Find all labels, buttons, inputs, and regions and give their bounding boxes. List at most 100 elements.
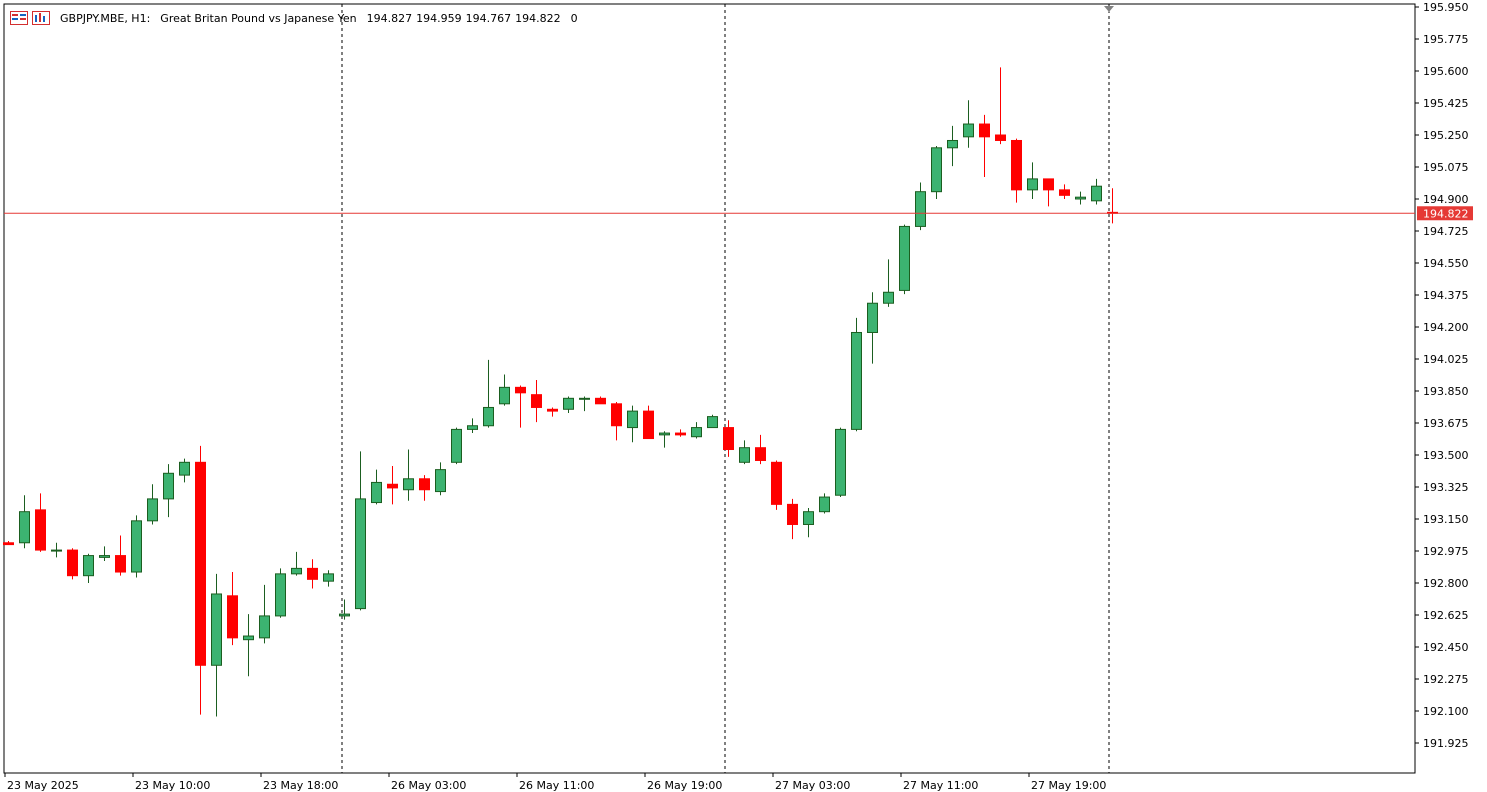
candle-body[interactable]	[147, 498, 158, 522]
candle-body[interactable]	[499, 386, 510, 405]
candle-body[interactable]	[755, 447, 766, 461]
candle-body[interactable]	[675, 432, 686, 436]
candle-body[interactable]	[211, 593, 222, 666]
price-tick-label: 192.975	[1423, 545, 1469, 558]
plot-area-frame	[3, 3, 1416, 774]
candles-group	[3, 67, 1118, 717]
candle-body[interactable]	[195, 461, 206, 666]
candle-body[interactable]	[179, 461, 190, 476]
candle-body[interactable]	[819, 496, 830, 513]
price-tick-label: 195.775	[1423, 33, 1469, 46]
candle-body[interactable]	[835, 428, 846, 496]
price-tick-label: 194.900	[1423, 193, 1469, 206]
candle-body[interactable]	[771, 461, 782, 505]
time-tick-label: 26 May 03:00	[391, 779, 466, 792]
chart-header: GBPJPY.MBE, H1: Great Britan Pound vs Ja…	[10, 6, 578, 30]
candle-body[interactable]	[547, 408, 558, 412]
candle-body[interactable]	[723, 427, 734, 451]
candle-body[interactable]	[83, 555, 94, 577]
candle-body[interactable]	[323, 573, 334, 582]
candle-body[interactable]	[979, 123, 990, 138]
candle-body[interactable]	[51, 549, 62, 552]
candle-body[interactable]	[67, 549, 78, 577]
price-tick-label: 193.675	[1423, 417, 1469, 430]
candle-body[interactable]	[1027, 178, 1038, 191]
candle-body[interactable]	[1011, 139, 1022, 191]
candle-body[interactable]	[19, 511, 30, 544]
price-tick-label: 192.450	[1423, 641, 1469, 654]
candle-body[interactable]	[371, 481, 382, 504]
candle-body[interactable]	[1059, 189, 1070, 196]
candle-body[interactable]	[419, 478, 430, 491]
candle-body[interactable]	[531, 394, 542, 408]
candle-body[interactable]	[1043, 178, 1054, 191]
candle-body[interactable]	[931, 147, 942, 193]
period-separators	[341, 4, 1110, 773]
candle-body[interactable]	[643, 410, 654, 440]
candle-body[interactable]	[259, 615, 270, 639]
price-tick-label: 193.850	[1423, 385, 1469, 398]
candle-body[interactable]	[595, 397, 606, 405]
price-axis[interactable]: 195.950 195.775 195.600 195.425 195.250 195.0…	[1415, 1, 1473, 750]
time-axis[interactable]: 23 May 2025 23 May 10:00 23 May 18:00 26 Ma…	[4, 773, 1106, 792]
price-tick-label: 194.550	[1423, 257, 1469, 270]
candle-body[interactable]	[131, 520, 142, 573]
candle-body[interactable]	[659, 432, 670, 436]
candle-body[interactable]	[851, 331, 862, 430]
candle-body[interactable]	[995, 134, 1006, 141]
candle-body[interactable]	[579, 397, 590, 400]
price-tick-label: 194.725	[1423, 225, 1469, 238]
candle-body[interactable]	[707, 416, 718, 429]
candle-body[interactable]	[35, 509, 46, 551]
chart-shift-marker-icon[interactable]	[1104, 6, 1114, 12]
candle-body[interactable]	[355, 498, 366, 610]
time-tick-label: 23 May 2025	[7, 779, 79, 792]
candle-body[interactable]	[915, 191, 926, 227]
candle-body[interactable]	[787, 503, 798, 525]
candle-body[interactable]	[611, 403, 622, 427]
price-tick-label: 192.625	[1423, 609, 1469, 622]
candle-body[interactable]	[739, 447, 750, 463]
candle-body[interactable]	[243, 635, 254, 641]
candle-body[interactable]	[227, 595, 238, 639]
candle-body[interactable]	[627, 410, 638, 429]
candle-body[interactable]	[963, 123, 974, 138]
candle-body[interactable]	[275, 573, 286, 617]
current-price-badge	[1417, 206, 1473, 221]
candle-body[interactable]	[867, 302, 878, 333]
candle-body[interactable]	[451, 428, 462, 463]
price-tick-label: 193.150	[1423, 513, 1469, 526]
candle-body[interactable]	[403, 478, 414, 491]
candle-body[interactable]	[467, 425, 478, 430]
chart-type-bars-icon[interactable]	[32, 11, 50, 25]
time-tick-label: 26 May 19:00	[647, 779, 722, 792]
candle-body[interactable]	[691, 427, 702, 438]
candle-body[interactable]	[1075, 196, 1086, 200]
price-tick-label: 192.800	[1423, 577, 1469, 590]
candle-body[interactable]	[115, 555, 126, 573]
candle-body[interactable]	[99, 555, 110, 558]
time-tick-label: 23 May 10:00	[135, 779, 210, 792]
price-tick-label: 195.950	[1423, 1, 1469, 14]
candle-body[interactable]	[515, 386, 526, 394]
candle-body[interactable]	[163, 472, 174, 500]
candle-body[interactable]	[883, 291, 894, 304]
candle-body[interactable]	[1091, 185, 1102, 202]
price-tick-label: 195.600	[1423, 65, 1469, 78]
candle-body[interactable]	[339, 613, 350, 617]
candle-body[interactable]	[803, 511, 814, 525]
candle-body[interactable]	[307, 567, 318, 580]
candle-body[interactable]	[387, 483, 398, 489]
ohlc-open: 194.827	[366, 11, 413, 25]
chart-window-list-icon[interactable]	[10, 11, 28, 25]
candle-body[interactable]	[899, 225, 910, 291]
candle-body[interactable]	[291, 567, 302, 575]
price-tick-label: 193.500	[1423, 449, 1469, 462]
time-tick-label: 27 May 11:00	[903, 779, 978, 792]
candle-body[interactable]	[947, 139, 958, 149]
candle-body[interactable]	[435, 469, 446, 493]
candle-body[interactable]	[3, 542, 14, 546]
candle-body[interactable]	[483, 406, 494, 427]
candle-body[interactable]	[563, 397, 574, 410]
